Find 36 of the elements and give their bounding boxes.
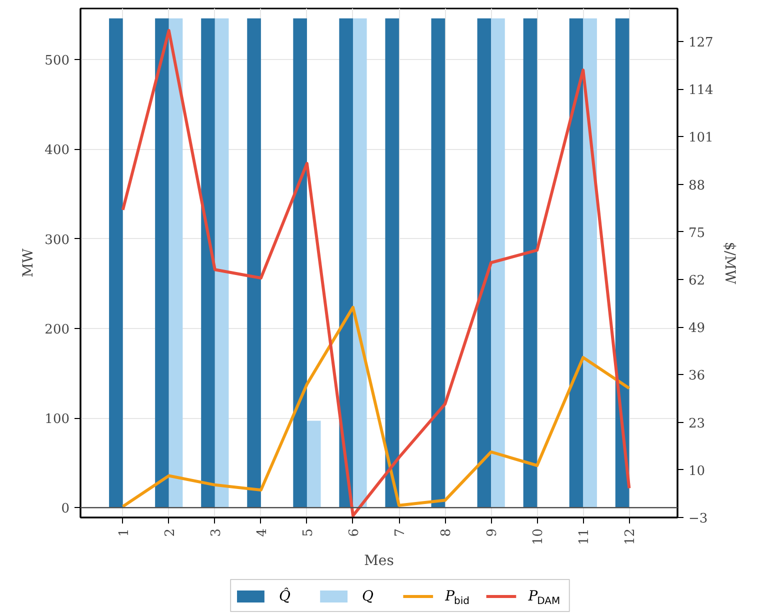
x-tick-label: 5 [300,528,316,537]
legend-label: Q̂ [278,586,291,604]
x-axis-title: Mes [364,553,394,570]
legend-label: Q [362,588,374,604]
y2-axis-title: $/MW [721,242,738,285]
x-tick-label: 2 [162,528,178,537]
x-tick-label: 8 [439,528,454,537]
y-tick-label: 500 [44,54,70,69]
x-tick-label: 7 [393,528,408,537]
x-tick-label: 6 [346,528,362,537]
y2-tick-label: 127 [688,35,714,50]
x-tick-label: 9 [485,528,500,537]
y-tick-label: 200 [44,322,70,338]
y2-tick-label: −3 [688,512,708,526]
y2-tick-label: 23 [688,416,706,432]
y2-tick-label: 10 [688,464,706,479]
line-series [121,306,631,508]
y2-tick-label: 101 [688,130,714,146]
y2-tick-label: 75 [688,226,706,241]
y-tick-label: 300 [44,232,70,248]
x-tick-label: 11 [577,528,592,546]
y2-tick-label: 88 [688,178,706,194]
y2-tick-label: 36 [688,368,706,384]
x-tick-label: 3 [208,528,224,537]
line-series [121,28,631,518]
y-tick-label: 100 [44,412,70,428]
x-tick-label: 1 [116,528,132,537]
y-axis-title: MW [20,248,37,278]
x-tick-label: 12 [623,528,638,546]
y2-tick-label: 49 [688,321,706,336]
y-tick-label: 400 [44,143,70,158]
x-tick-label: 4 [254,528,270,537]
y2-tick-label: 62 [688,273,706,288]
y-tick-label: 0 [61,502,70,517]
x-tick-label: 10 [531,528,546,546]
y2-tick-label: 114 [688,83,714,98]
